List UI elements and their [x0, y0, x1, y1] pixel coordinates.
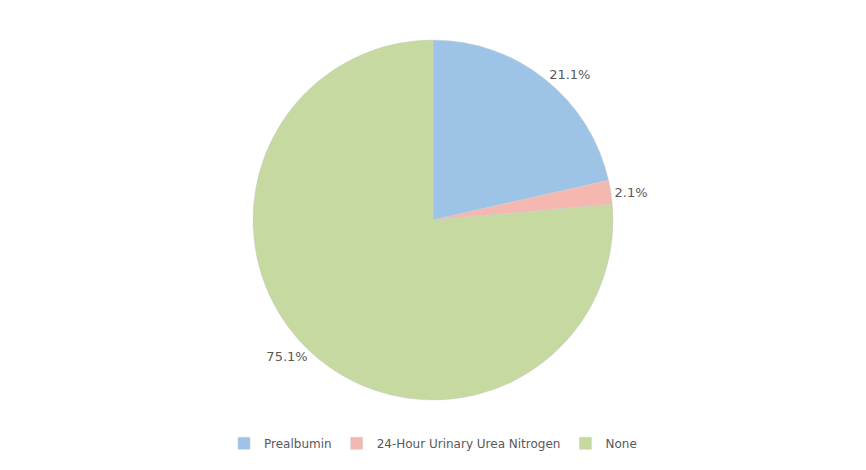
svg-text:2.1%: 2.1% — [615, 185, 648, 200]
svg-text:24-Hour Urinary Urea Nitrogen: 24-Hour Urinary Urea Nitrogen — [377, 437, 561, 451]
svg-text:None: None — [605, 437, 636, 451]
svg-text:75.1%: 75.1% — [266, 349, 307, 364]
svg-text:Prealbumin: Prealbumin — [264, 437, 332, 451]
svg-text:21.1%: 21.1% — [549, 67, 590, 82]
